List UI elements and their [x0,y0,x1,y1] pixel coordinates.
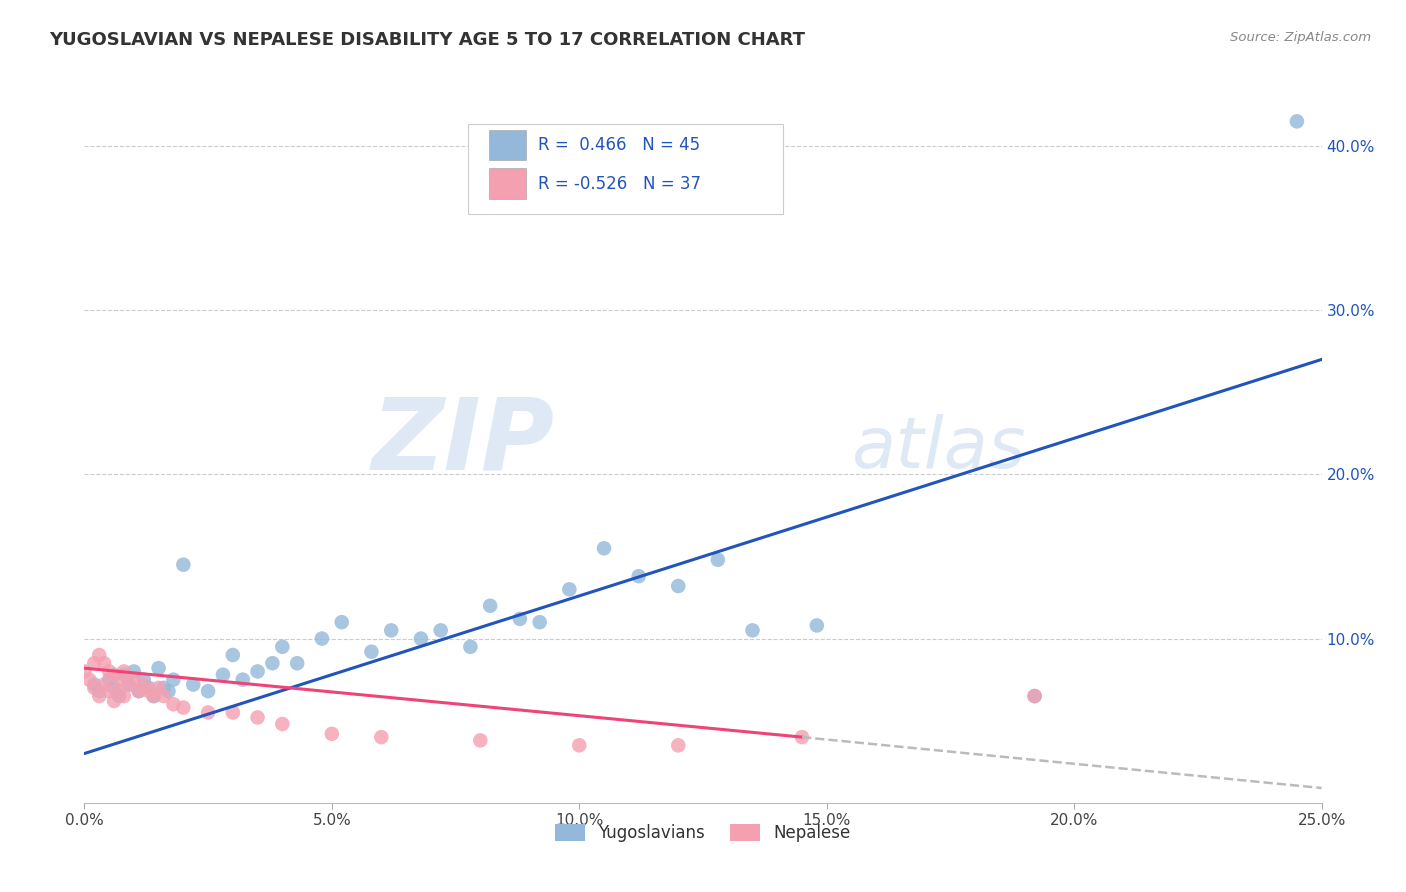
Point [152,681,174,695]
Point [98,684,121,698]
Point [666,739,689,753]
Point [246,665,269,679]
Point [108,684,131,698]
Text: R = -0.526   N = 37: R = -0.526 N = 37 [538,175,702,193]
Point [790,730,813,744]
Point [1024,689,1046,703]
Point [89,689,111,703]
Text: R =  0.466   N = 45: R = 0.466 N = 45 [538,136,700,154]
Point [1285,114,1308,128]
Point [112,689,135,703]
Text: Source: ZipAtlas.com: Source: ZipAtlas.com [1230,31,1371,45]
Point [509,612,531,626]
Point [152,689,174,703]
Point [409,632,432,646]
FancyBboxPatch shape [468,124,783,214]
Point [89,684,111,698]
Point [479,599,502,613]
Point [73,665,96,679]
Text: YUGOSLAVIAN VS NEPALESE DISABILITY AGE 5 TO 17 CORRELATION CHART: YUGOSLAVIAN VS NEPALESE DISABILITY AGE 5… [49,31,806,49]
Point [222,648,245,662]
Point [181,677,204,691]
Point [321,727,343,741]
Point [558,582,581,597]
Point [470,733,492,747]
Point [232,673,254,687]
Point [93,677,115,691]
Point [128,684,150,698]
Point [197,684,219,698]
Point [122,673,145,687]
Text: ZIP: ZIP [371,393,554,490]
Point [380,624,402,638]
Point [142,689,165,703]
Point [108,689,131,703]
Point [103,681,125,695]
Point [666,579,689,593]
Point [83,677,105,691]
Point [98,665,121,679]
Point [148,681,170,695]
Point [212,667,235,681]
Point [103,667,125,681]
Point [83,681,105,695]
Point [593,541,616,556]
Point [89,648,111,662]
Point [285,657,308,671]
Point [1024,689,1046,703]
Point [429,624,451,638]
Point [360,645,382,659]
Point [162,673,184,687]
Point [112,667,135,681]
Point [741,624,763,638]
Point [568,739,591,753]
Point [122,665,145,679]
Point [132,677,155,691]
Point [79,673,101,687]
Point [103,694,125,708]
Point [271,717,294,731]
Point [806,618,828,632]
Point [460,640,482,654]
FancyBboxPatch shape [489,130,526,161]
Point [370,730,392,744]
Point [246,710,269,724]
Point [330,615,353,630]
Point [262,657,284,671]
Point [93,657,115,671]
Point [112,665,135,679]
Y-axis label: Disability Age 5 to 17: Disability Age 5 to 17 [0,359,7,524]
Point [271,640,294,654]
Point [172,700,194,714]
Point [132,673,155,687]
Point [83,657,105,671]
Point [707,553,730,567]
Point [627,569,650,583]
Point [108,673,131,687]
Text: atlas: atlas [852,414,1026,483]
Point [118,677,141,691]
Point [172,558,194,572]
Point [311,632,333,646]
Point [197,706,219,720]
Point [157,684,180,698]
Point [138,681,160,695]
FancyBboxPatch shape [489,169,526,199]
Point [148,661,170,675]
Point [98,673,121,687]
Point [142,689,165,703]
Point [138,684,160,698]
Point [128,684,150,698]
Point [222,706,245,720]
Legend: Yugoslavians, Nepalese: Yugoslavians, Nepalese [548,817,858,848]
Point [529,615,551,630]
Point [118,677,141,691]
Point [162,698,184,712]
